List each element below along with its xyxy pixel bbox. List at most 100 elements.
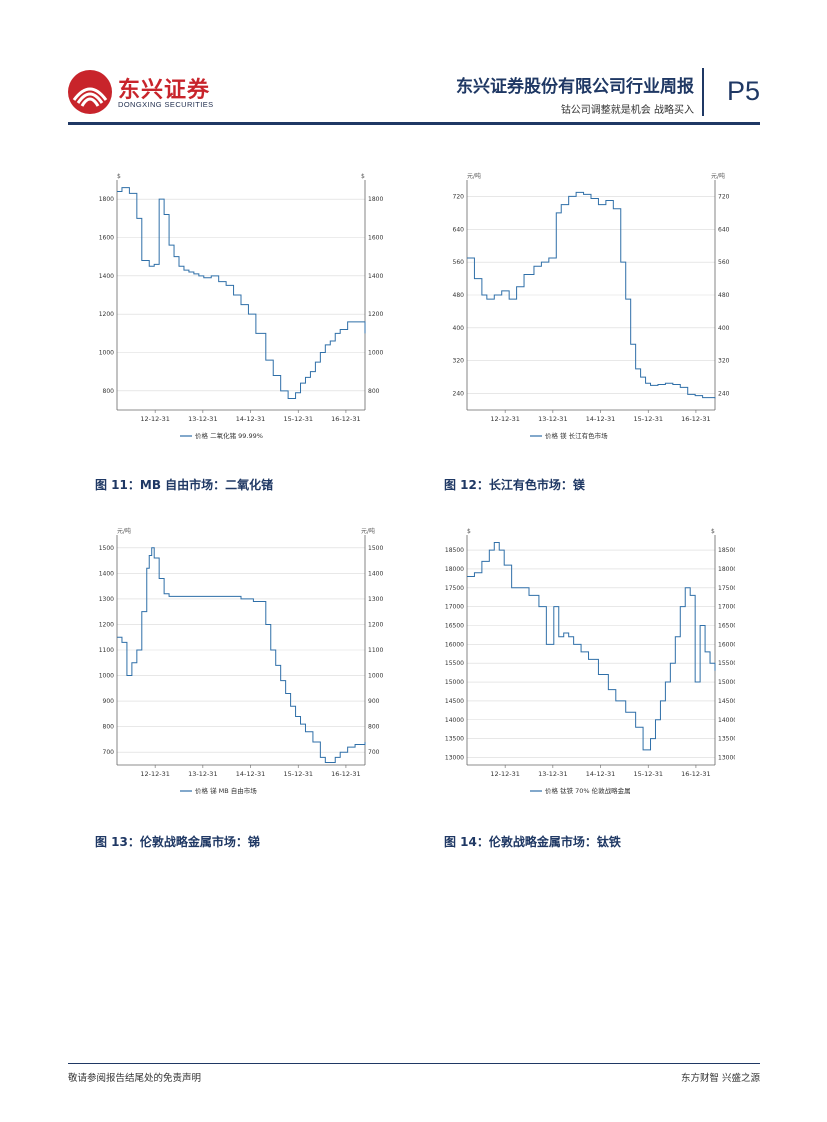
x-tick-label: 16-12-31	[681, 770, 711, 778]
y-tick-label-left: 1800	[99, 196, 114, 203]
y-tick-label-left: 1600	[99, 235, 114, 242]
footer-disclaimer: 敬请参阅报告结尾处的免责声明	[68, 1073, 202, 1084]
x-tick-label: 15-12-31	[633, 770, 663, 778]
y-tick-label-left: 1400	[99, 570, 114, 577]
x-tick-label: 14-12-31	[236, 770, 266, 778]
y-tick-label-right: 900	[368, 698, 380, 705]
x-tick-label: 12-12-31	[490, 415, 520, 423]
legend-label: 价格 钛铁 70% 伦敦战略金属	[545, 786, 631, 795]
y-tick-label-right: 15500	[718, 660, 735, 667]
unit-left-label: $	[467, 528, 471, 535]
y-tick-label-right: 240	[718, 391, 730, 398]
logo-emblem-icon	[68, 70, 112, 114]
series-line	[117, 547, 366, 763]
y-tick-label-right: 560	[718, 259, 730, 266]
caption-figure-12: 图 12：长江有色市场：镁	[444, 478, 585, 492]
y-tick-label-left: 1400	[99, 273, 114, 280]
y-tick-label-left: 320	[453, 358, 465, 365]
caption-figure-11: 图 11：MB 自由市场：二氧化锗	[95, 478, 274, 492]
chart-germanium-svg: $ $800 800 1000 1000 1200 1200 1400 1400 1600 1600…	[99, 173, 384, 440]
y-tick-label-right: 1200	[368, 621, 383, 628]
y-tick-label-right: 640	[718, 226, 730, 233]
y-tick-label-left: 1500	[99, 545, 114, 552]
y-tick-label-right: 720	[718, 193, 730, 200]
chart-antimony-svg: 元/吨 元/吨 700 700 800 800 900 900 1000 1000 1100 1100…	[99, 527, 384, 795]
y-tick-label-left: 14500	[445, 698, 464, 705]
x-tick-label: 14-12-31	[236, 415, 266, 423]
y-tick-label-right: 800	[368, 388, 380, 395]
logo-chinese-name: 东兴证券	[118, 78, 211, 103]
y-tick-label-right: 1400	[368, 570, 383, 577]
unit-right-label: 元/吨	[711, 172, 725, 180]
series-line	[467, 191, 716, 399]
unit-left-label: 元/吨	[467, 172, 481, 180]
y-tick-label-right: 320	[718, 358, 730, 365]
legend-label: 价格 锑 MB 自由市场	[195, 786, 257, 795]
report-subtitle: 钴公司调整就是机会 战略买入	[560, 105, 694, 116]
y-tick-label-left: 400	[453, 325, 465, 332]
y-tick-label-right: 18500	[718, 547, 735, 554]
y-tick-label-left: 1200	[99, 621, 114, 628]
footer-slogan: 东方财智 兴盛之源	[680, 1073, 760, 1084]
legend-label: 价格 二氧化锗 99.99%	[195, 431, 263, 440]
chart-magnesium: 元/吨 元/吨 240 240 320 320 400 400 480 480 560 560 640 6…	[445, 170, 735, 460]
y-tick-label-left: 13000	[445, 754, 464, 761]
y-tick-label-left: 16000	[445, 641, 464, 648]
unit-right-label: $	[711, 528, 715, 535]
chart-magnesium-svg: 元/吨 元/吨 240 240 320 320 400 400 480 480 560 560 640 6…	[453, 172, 730, 440]
x-tick-label: 13-12-31	[188, 770, 218, 778]
page-header: 东兴证券 DONGXING SECURITIES 东兴证券股份有限公司行业周报 …	[68, 62, 760, 126]
y-tick-label-left: 15000	[445, 679, 464, 686]
chart-germanium: $ $800 800 1000 1000 1200 1200 1400 1400 1600 1600…	[95, 170, 385, 460]
y-tick-label-right: 15000	[718, 679, 735, 686]
y-tick-label-left: 15500	[445, 660, 464, 667]
y-tick-label-left: 800	[103, 724, 115, 731]
header-divider	[702, 68, 704, 116]
y-tick-label-left: 1000	[99, 673, 114, 680]
x-tick-label: 13-12-31	[538, 770, 568, 778]
y-tick-label-left: 800	[103, 388, 115, 395]
y-tick-label-right: 13000	[718, 754, 735, 761]
logo-english-name: DONGXING SECURITIES	[118, 100, 214, 109]
legend-label: 价格 镁 长江有色市场	[545, 431, 608, 440]
x-tick-label: 12-12-31	[490, 770, 520, 778]
y-tick-label-left: 17500	[445, 585, 464, 592]
x-tick-label: 15-12-31	[283, 770, 313, 778]
y-tick-label-right: 18000	[718, 566, 735, 573]
y-tick-label-left: 700	[103, 749, 115, 756]
x-tick-label: 15-12-31	[283, 415, 313, 423]
x-tick-label: 14-12-31	[586, 770, 616, 778]
series-line	[117, 187, 366, 399]
y-tick-label-left: 16500	[445, 622, 464, 629]
caption-figure-13: 图 13：伦敦战略金属市场：锑	[95, 835, 260, 849]
header-rule	[68, 122, 760, 125]
unit-right-label: 元/吨	[361, 527, 375, 535]
y-tick-label-right: 1400	[368, 273, 383, 280]
y-tick-label-left: 14000	[445, 717, 464, 724]
x-tick-label: 12-12-31	[140, 770, 170, 778]
y-tick-label-left: 1000	[99, 350, 114, 357]
y-tick-label-left: 900	[103, 698, 115, 705]
y-tick-label-right: 16500	[718, 622, 735, 629]
y-tick-label-right: 1100	[368, 647, 383, 654]
chart-ferrotitanium-svg: $ $13000 13000 13500 13500 14000 14000 14500 145…	[445, 528, 735, 795]
x-tick-label: 16-12-31	[681, 415, 711, 423]
caption-figure-14: 图 14：伦敦战略金属市场：钛铁	[444, 835, 621, 849]
x-tick-label: 13-12-31	[188, 415, 218, 423]
y-tick-label-right: 1300	[368, 596, 383, 603]
chart-ferrotitanium: $ $13000 13000 13500 13500 14000 14000 14500 145…	[445, 525, 735, 815]
y-tick-label-right: 400	[718, 325, 730, 332]
y-tick-label-right: 17500	[718, 585, 735, 592]
footer-rule	[68, 1063, 760, 1064]
y-tick-label-left: 13500	[445, 736, 464, 743]
y-tick-label-right: 1800	[368, 196, 383, 203]
unit-left-label: $	[117, 173, 121, 180]
y-tick-label-left: 720	[453, 193, 465, 200]
y-tick-label-left: 17000	[445, 604, 464, 611]
y-tick-label-left: 480	[453, 292, 465, 299]
page-number: P5	[726, 76, 760, 106]
y-tick-label-left: 240	[453, 391, 465, 398]
y-tick-label-left: 18000	[445, 566, 464, 573]
y-tick-label-left: 18500	[445, 547, 464, 554]
y-tick-label-right: 1500	[368, 545, 383, 552]
